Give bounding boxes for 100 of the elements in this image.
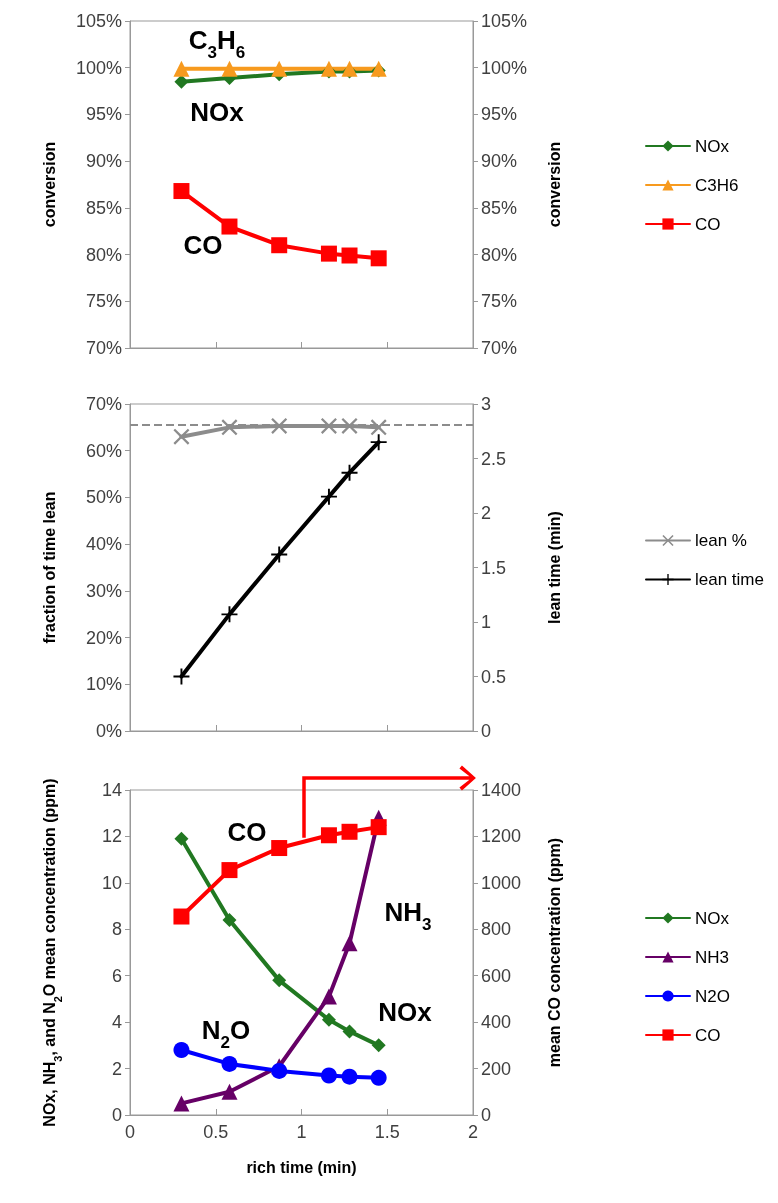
y-tick-label: 12: [101, 826, 122, 847]
point: [174, 74, 189, 89]
y2-tick-label: 1: [481, 612, 492, 632]
point: [342, 1024, 357, 1039]
point: [321, 1012, 336, 1027]
y-tick-label: 2: [111, 1058, 122, 1079]
y2-axis-title: lean time (min): [545, 511, 563, 624]
y2-tick-label: 80%: [481, 244, 518, 265]
legend-label: N2O: [695, 986, 730, 1006]
x-tick-label: 0.5: [203, 1122, 229, 1142]
y-tick-label: 0%: [95, 721, 122, 741]
point: [174, 831, 189, 846]
y2-tick-label: 95%: [481, 104, 518, 125]
y2-tick-label: 0: [481, 721, 492, 741]
x-tick-label: 1.5: [374, 1122, 400, 1142]
y2-tick-label: 70%: [481, 338, 518, 358]
point: [320, 1067, 337, 1084]
point: [320, 60, 337, 77]
y-tick-label: 80%: [85, 244, 122, 265]
y-axis-title: NOx, NH3, and N2O mean concentration (ppm): [40, 778, 64, 1127]
x-axis-title: rich time (min): [246, 1158, 357, 1176]
legend-label: NOx: [695, 908, 730, 928]
point: [221, 1055, 238, 1072]
point: [173, 1095, 190, 1112]
y-tick-label: 90%: [85, 151, 122, 172]
point: [341, 417, 358, 434]
point: [173, 183, 190, 200]
y-tick-label: 30%: [85, 580, 122, 601]
legend-label: NH3: [695, 947, 730, 967]
point: [320, 488, 337, 505]
x-tick-label: 0: [124, 1122, 136, 1142]
point: [341, 60, 358, 77]
y-tick-label: 100%: [75, 57, 122, 78]
y-tick-label: 70%: [85, 338, 122, 358]
point: [320, 827, 337, 844]
point: [341, 823, 358, 840]
y2-tick-label: 1000: [481, 872, 522, 893]
y-tick-label: 14: [101, 780, 122, 800]
y-tick-label: 10%: [85, 674, 122, 695]
point: [271, 237, 288, 254]
y2-tick-label: 90%: [481, 151, 518, 172]
y2-tick-label: 105%: [481, 11, 528, 31]
y2-tick-label: 400: [481, 1012, 512, 1033]
y-axis-title: conversion: [40, 141, 58, 228]
point: [320, 988, 337, 1005]
point: [221, 218, 238, 235]
y2-tick-label: 1400: [481, 780, 522, 800]
y2-tick-label: 85%: [481, 197, 518, 218]
point: [370, 434, 387, 451]
point: [271, 840, 288, 857]
annotation: NOx: [190, 97, 245, 127]
legend-label: CO: [695, 1025, 721, 1045]
y-tick-label: 6: [111, 965, 122, 986]
annotation: CO: [227, 817, 267, 847]
legend-label: C3H6: [695, 175, 739, 195]
y-tick-label: 50%: [85, 487, 122, 508]
point: [272, 973, 287, 988]
y-tick-label: 85%: [85, 197, 122, 218]
point: [341, 1068, 358, 1085]
point: [320, 245, 337, 262]
y2-tick-label: 0: [481, 1105, 492, 1125]
legend-label: lean time: [695, 570, 764, 589]
y2-tick-label: 1200: [481, 826, 522, 847]
y-axis-title: fraction of time lean: [40, 491, 58, 644]
y2-tick-label: 2: [481, 503, 492, 523]
point: [370, 819, 387, 836]
y-tick-label: 70%: [85, 394, 122, 414]
x-tick-label: 2: [467, 1122, 479, 1142]
annotation: NOx: [378, 997, 433, 1027]
x-tick-label: 1: [296, 1122, 307, 1142]
y2-tick-label: 1.5: [481, 557, 507, 578]
y-tick-label: 20%: [85, 627, 122, 648]
annotation: CO: [183, 230, 223, 260]
legend-label: NOx: [695, 136, 730, 156]
y-tick-label: 60%: [85, 440, 122, 461]
point: [221, 1083, 238, 1100]
legend-label: lean %: [695, 531, 747, 550]
point: [370, 1069, 387, 1086]
y-tick-label: 40%: [85, 534, 122, 555]
y2-axis-title: mean CO concentration (ppm): [545, 837, 563, 1068]
point: [221, 60, 238, 77]
point: [341, 247, 358, 264]
y2-tick-label: 600: [481, 965, 512, 986]
point: [271, 60, 288, 77]
point: [271, 1062, 288, 1079]
y2-tick-label: 3: [481, 394, 492, 414]
point: [173, 908, 190, 925]
point: [371, 1038, 386, 1053]
y-tick-label: 95%: [85, 104, 122, 125]
y2-axis-title: conversion: [545, 141, 563, 228]
y2-tick-label: 200: [481, 1058, 512, 1079]
y2-tick-label: 100%: [481, 57, 528, 78]
y-tick-label: 75%: [85, 291, 122, 312]
point: [341, 935, 358, 952]
point: [173, 428, 190, 445]
point: [173, 60, 190, 77]
point: [370, 250, 387, 267]
y-tick-label: 4: [111, 1012, 122, 1033]
point: [173, 1042, 190, 1058]
y-tick-label: 8: [111, 919, 122, 940]
